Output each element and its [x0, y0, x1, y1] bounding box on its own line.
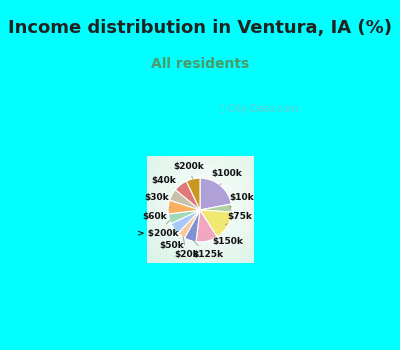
Wedge shape — [200, 210, 232, 237]
Wedge shape — [168, 210, 200, 224]
Wedge shape — [176, 181, 200, 210]
Text: $200k: $200k — [173, 162, 204, 179]
Text: $20k: $20k — [174, 237, 198, 259]
Wedge shape — [178, 210, 200, 238]
Text: $40k: $40k — [152, 176, 182, 187]
Text: $10k: $10k — [229, 193, 254, 208]
Wedge shape — [168, 200, 200, 214]
Text: > $200k: > $200k — [137, 220, 178, 238]
Text: $75k: $75k — [225, 212, 252, 225]
Text: Income distribution in Ventura, IA (%): Income distribution in Ventura, IA (%) — [8, 19, 392, 37]
Wedge shape — [186, 178, 200, 210]
Wedge shape — [200, 178, 231, 210]
Text: $100k: $100k — [211, 169, 242, 185]
Text: $30k: $30k — [144, 193, 174, 202]
Text: All residents: All residents — [151, 57, 249, 71]
Text: ⓘ City-Data.com: ⓘ City-Data.com — [219, 104, 298, 114]
Text: $60k: $60k — [142, 207, 171, 221]
Text: $50k: $50k — [159, 230, 184, 250]
Wedge shape — [200, 204, 232, 212]
Wedge shape — [196, 210, 217, 242]
Text: $150k: $150k — [206, 237, 243, 246]
Wedge shape — [170, 190, 200, 210]
Wedge shape — [171, 210, 200, 233]
Wedge shape — [185, 210, 200, 242]
Text: $125k: $125k — [192, 240, 223, 259]
